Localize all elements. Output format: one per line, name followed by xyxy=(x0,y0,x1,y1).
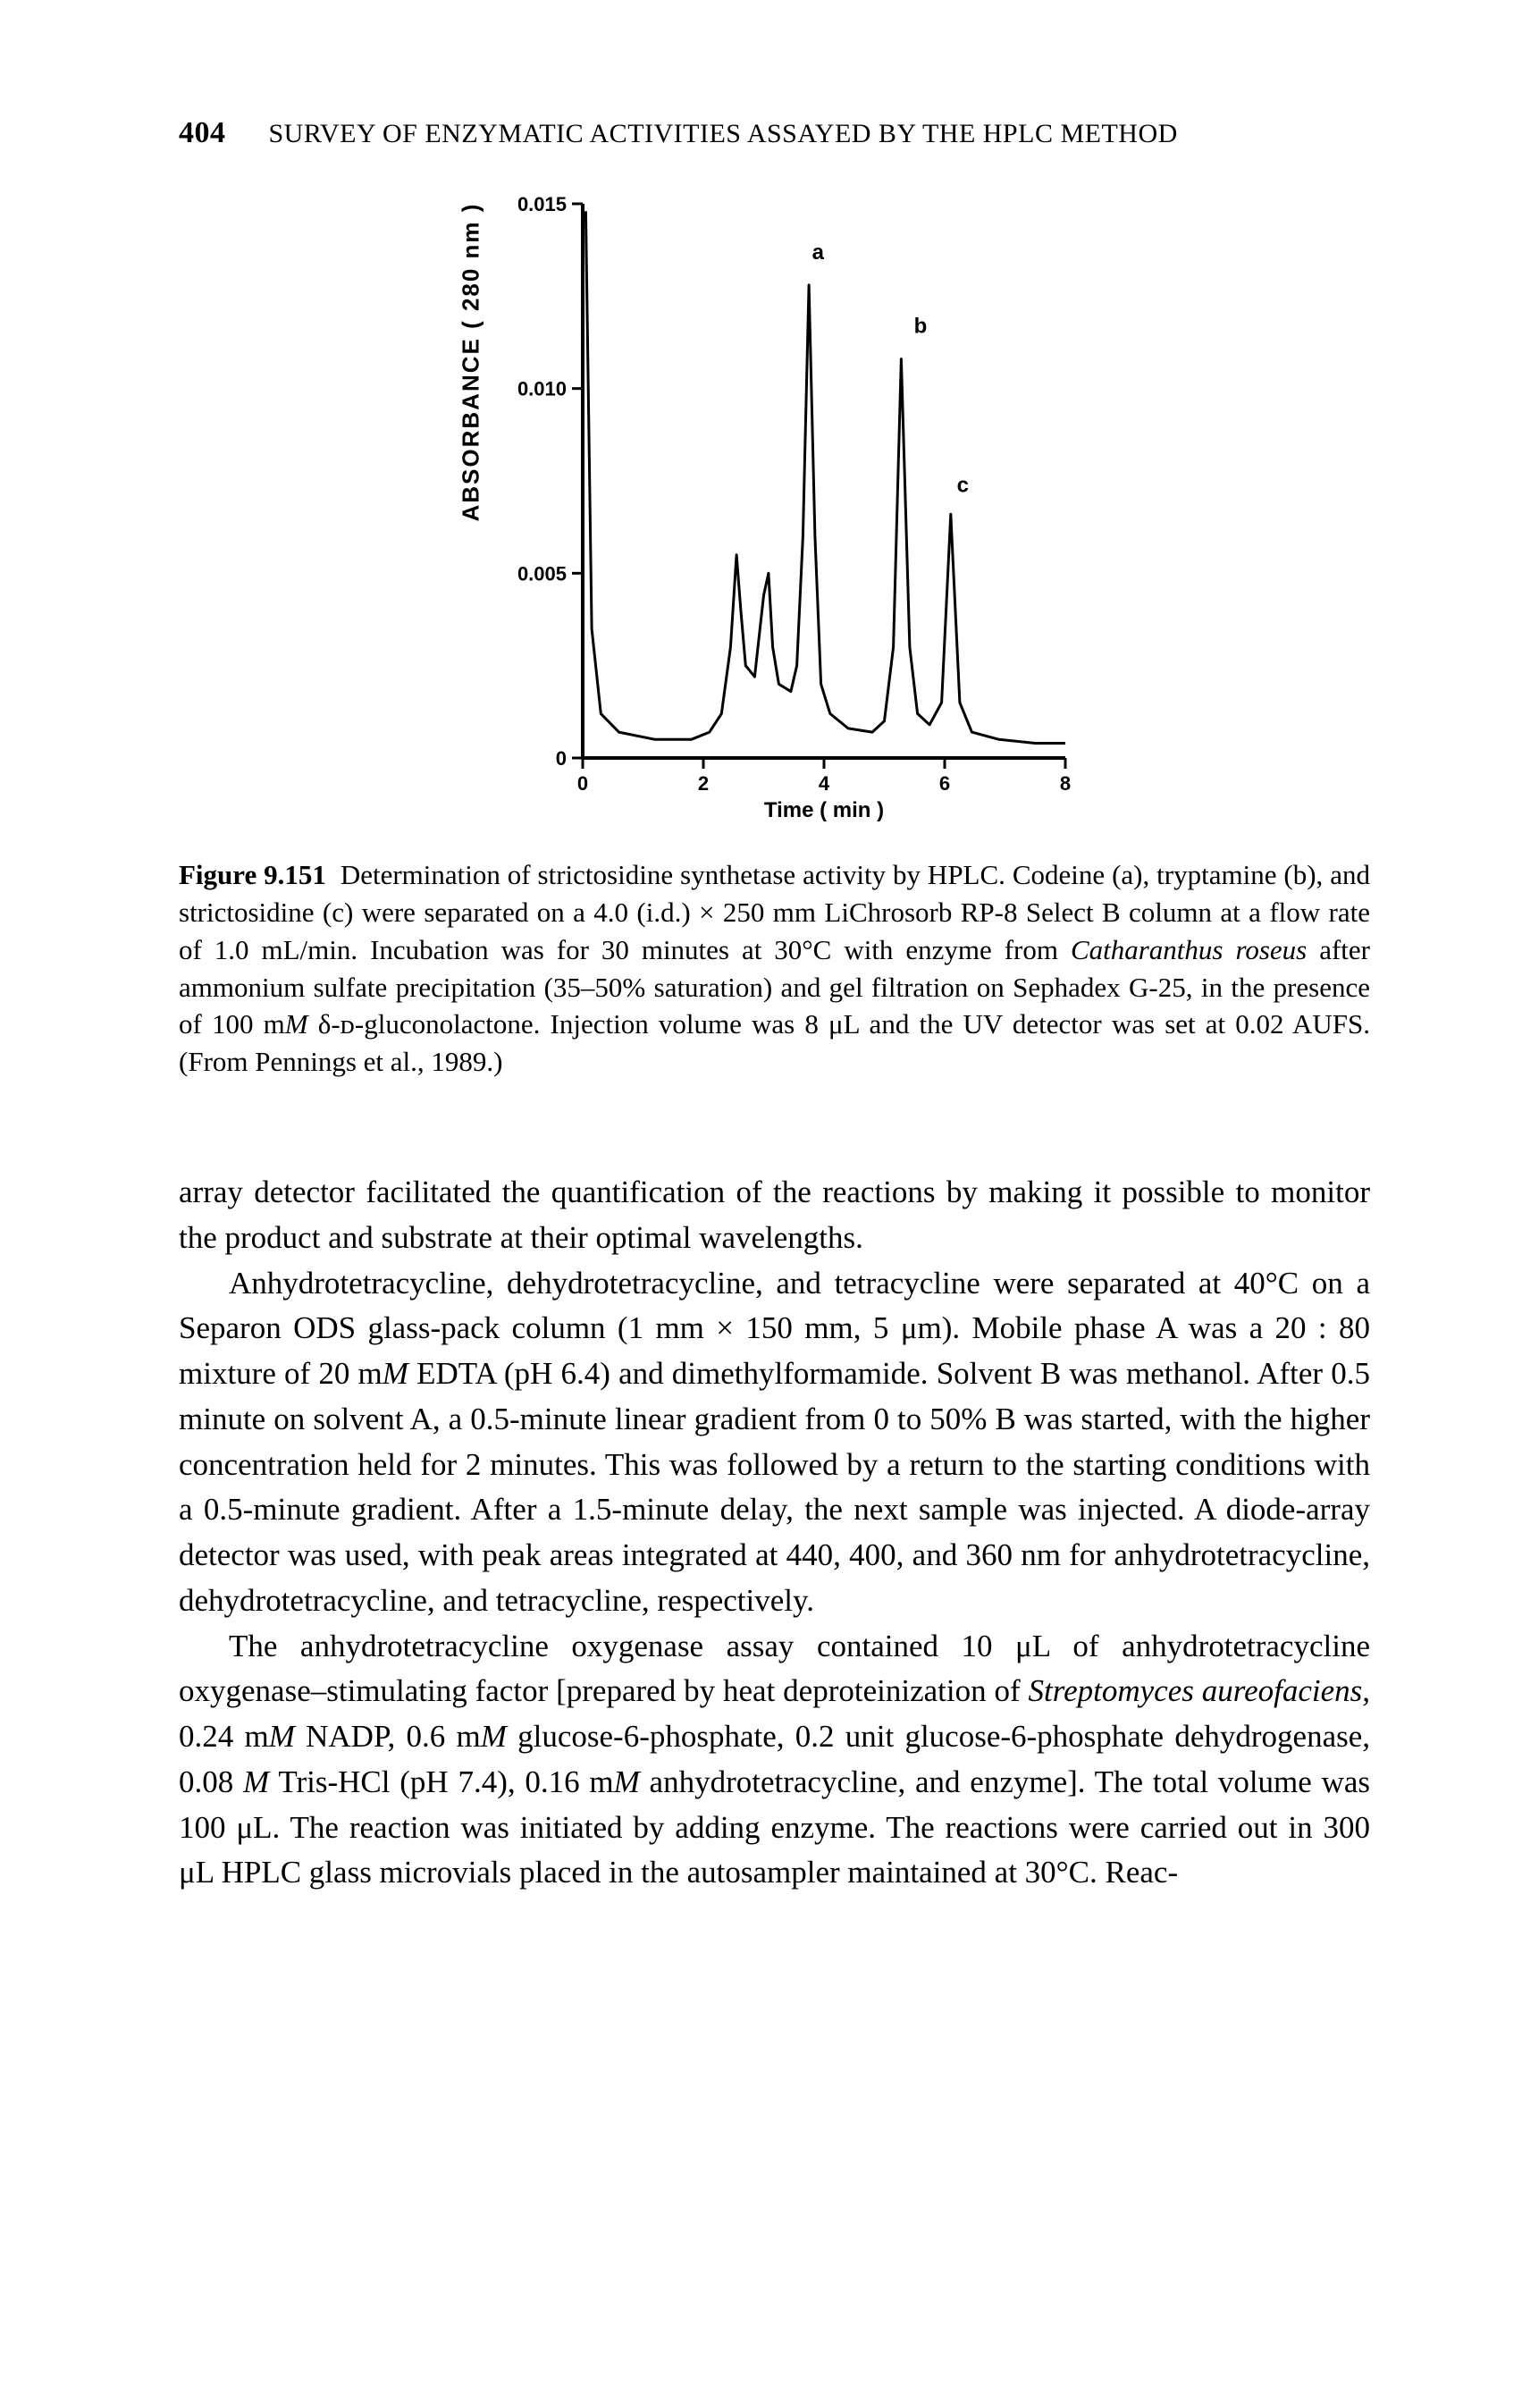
page: 404 SURVEY OF ENZYMATIC ACTIVITIES ASSAY… xyxy=(0,0,1522,2408)
figure-caption-text: Determination of strictosidine synthetas… xyxy=(179,859,1370,1077)
svg-text:Time ( min ): Time ( min ) xyxy=(763,798,883,822)
figure-caption: Figure 9.151 Determination of strictosid… xyxy=(179,856,1370,1081)
svg-text:6: 6 xyxy=(938,772,949,795)
svg-text:8: 8 xyxy=(1059,772,1070,795)
svg-text:a: a xyxy=(811,240,824,265)
svg-text:0.010: 0.010 xyxy=(517,378,566,400)
paragraph-3: The anhydrotetracycline oxygenase assay … xyxy=(179,1624,1370,1897)
running-head: 404 SURVEY OF ENZYMATIC ACTIVITIES ASSAY… xyxy=(179,116,1370,150)
svg-text:0: 0 xyxy=(555,747,566,770)
chromatogram-svg: 0 0.005 0.010 0.015 0 2 4 6 8 Time ( min ) a b c xyxy=(484,186,1092,829)
page-number: 404 xyxy=(179,116,226,149)
running-title: SURVEY OF ENZYMATIC ACTIVITIES ASSAYED B… xyxy=(269,119,1178,148)
figure-number: Figure 9.151 xyxy=(179,859,326,890)
svg-text:4: 4 xyxy=(818,772,829,795)
svg-text:b: b xyxy=(913,315,927,339)
svg-text:0.005: 0.005 xyxy=(517,562,566,585)
svg-text:c: c xyxy=(956,473,968,497)
y-axis-label: ABSORBANCE ( 280 nm ) xyxy=(457,494,484,521)
body-text: array detector facilitated the quantific… xyxy=(179,1170,1370,1896)
figure-chart: ABSORBANCE ( 280 nm ) 0 0.005 0.010 0.015 0 2… xyxy=(179,186,1370,829)
svg-text:0.015: 0.015 xyxy=(517,193,566,215)
chart-inner: ABSORBANCE ( 280 nm ) 0 0.005 0.010 0.015 0 2… xyxy=(458,186,1092,829)
svg-text:0: 0 xyxy=(576,772,587,795)
svg-text:2: 2 xyxy=(697,772,708,795)
paragraph-2: Anhydrotetracycline, dehydrotetracycline… xyxy=(179,1261,1370,1624)
paragraph-1: array detector facilitated the quantific… xyxy=(179,1170,1370,1261)
